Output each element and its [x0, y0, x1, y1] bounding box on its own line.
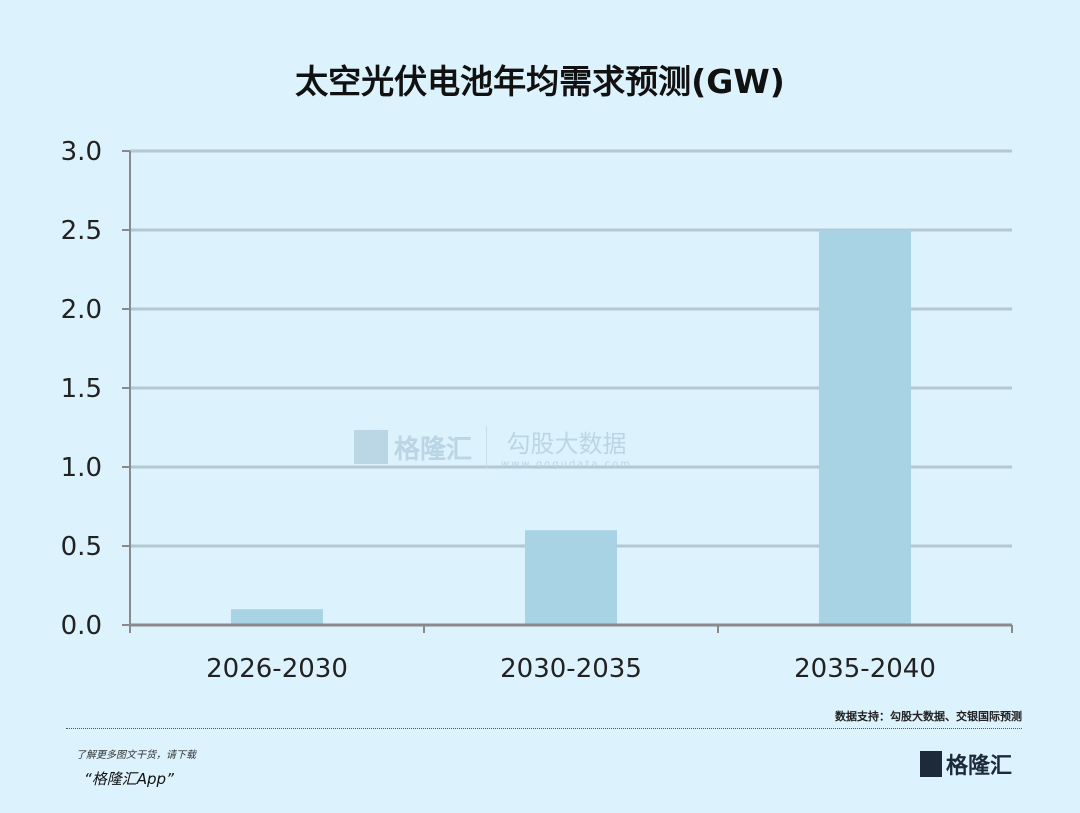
watermark-brand2: 勾股大数据 [506, 430, 627, 458]
y-tick-label: 2.0 [61, 295, 102, 325]
x-tick-label: 2035-2040 [794, 654, 936, 684]
footer-logo: 格隆汇 [919, 748, 1012, 780]
x-tick-label: 2030-2035 [500, 654, 642, 684]
x-tick-label: 2026-2030 [206, 654, 348, 684]
y-tick-label: 2.5 [61, 216, 102, 246]
bar [819, 230, 911, 625]
watermark: 格隆汇 勾股大数据 www.gogudata.com [354, 424, 632, 470]
y-tick-label: 1.5 [61, 374, 102, 404]
bar [525, 530, 617, 625]
data-source: 数据支持：勾股大数据、交银国际预测 [835, 710, 1022, 723]
bar-chart: 0.0 0.5 1.0 1.5 2.0 2.5 3.0 2026-2030 2030-2035 2… [61, 137, 1013, 684]
watermark-url: www.gogudata.com [501, 459, 633, 470]
promo-line1: 了解更多图文干货，请下载 [76, 750, 196, 761]
gelonghui-logo-icon [919, 751, 942, 777]
y-tick-label: 3.0 [61, 137, 102, 167]
y-tick-label: 1.0 [61, 453, 102, 483]
gelonghui-logo-icon [354, 430, 388, 464]
bar [231, 609, 323, 625]
watermark-brand: 格隆汇 [394, 434, 473, 465]
y-tick-label: 0.5 [61, 532, 102, 562]
promo-line2: “格隆汇App” [84, 770, 174, 788]
chart-title: 太空光伏电池年均需求预测(GW) [295, 62, 785, 101]
divider [66, 728, 1022, 729]
footer-logo-text: 格隆汇 [945, 754, 1012, 779]
y-tick-label: 0.0 [61, 611, 102, 641]
